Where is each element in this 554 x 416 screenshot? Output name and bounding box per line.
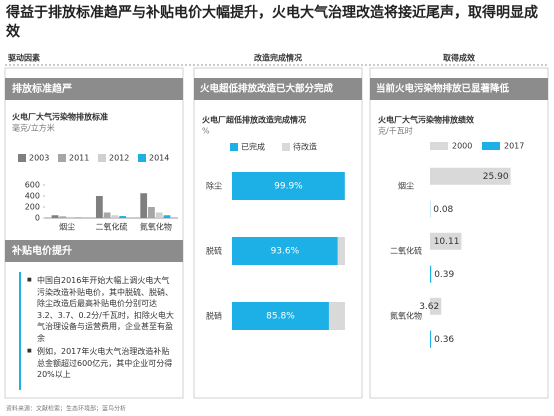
legend-swatch <box>482 142 500 150</box>
legend-label: 2017 <box>504 142 524 151</box>
bar <box>155 212 163 218</box>
category-label: 烟尘 <box>398 181 414 191</box>
legend-label: 2003 <box>29 154 49 163</box>
title: 得益于排放标准趋严与补贴电价大幅提升，火电大气治理改造将接近尾声，取得明显成效 <box>6 5 538 40</box>
x-tick-label: 氮氧化物 <box>140 222 172 232</box>
x-tick-label: 二氧化硫 <box>96 222 128 232</box>
chart-unit: 毫克/立方米 <box>12 123 55 133</box>
legend-swatch <box>138 154 146 162</box>
category-label: 除尘 <box>206 181 222 191</box>
value-label: 10.11 <box>434 237 460 247</box>
panel-header <box>5 78 183 100</box>
category-label: 脱硝 <box>206 311 222 321</box>
chart-title: 火电厂大气污染物排放标准 <box>12 112 108 122</box>
legend-swatch <box>430 142 448 150</box>
panel-header <box>5 240 183 262</box>
category-label: 脱硫 <box>206 246 222 256</box>
value-label: 25.90 <box>483 172 509 182</box>
value-label: 0.39 <box>434 270 454 280</box>
bar <box>430 297 442 315</box>
middle-column <box>193 67 363 399</box>
bullet: 例如，2017年火电大气治理改造补贴总金额超过600亿元，其中企业可分得20%以… <box>27 346 177 381</box>
y-tick-label: 600 <box>25 181 40 190</box>
category-label: 氮氧化物 <box>390 311 422 321</box>
bar <box>337 237 345 265</box>
panel-header <box>194 78 362 100</box>
source: 资料来源：文献检索；生态环境部；蓝鸟分析 <box>6 405 126 413</box>
bar <box>119 216 127 218</box>
bar <box>232 302 329 330</box>
bar <box>430 330 432 348</box>
panel-title: 补贴电价提升 <box>11 244 72 257</box>
bar <box>328 302 345 330</box>
bar <box>59 216 67 218</box>
bar <box>232 237 338 265</box>
bar <box>140 193 148 218</box>
bar <box>232 172 345 200</box>
legend-label: 2014 <box>149 154 169 163</box>
bar <box>163 215 171 218</box>
right-column <box>369 67 549 399</box>
legend-swatch <box>18 154 26 162</box>
legend-swatch <box>282 143 290 151</box>
value-label: 99.9% <box>274 182 303 192</box>
y-tick-label: 200 <box>25 203 40 212</box>
legend-label: 已完成 <box>241 142 265 152</box>
bar <box>148 207 155 218</box>
bar <box>430 232 462 250</box>
column-header: 改造完成情况 <box>254 53 302 63</box>
legend-label: 2011 <box>69 154 89 163</box>
bar <box>430 265 432 283</box>
panel-title: 火电超低排放改造已大部分完成 <box>200 83 334 95</box>
legend-swatch <box>98 154 106 162</box>
value-label: 93.6% <box>271 247 300 257</box>
legend-label: 2012 <box>109 154 129 163</box>
bar <box>95 196 103 218</box>
chart-unit: % <box>202 127 210 136</box>
bar <box>67 216 74 218</box>
panel-title: 当前火电污染物排放已显著降低 <box>376 83 510 95</box>
column-header: 取得成效 <box>443 53 475 63</box>
legend-label: 2000 <box>452 142 472 151</box>
bar <box>430 167 511 185</box>
left-column <box>4 67 184 399</box>
value-label: 0.08 <box>433 205 453 215</box>
chart-title: 火电厂超低排放改造完成情况 <box>202 115 306 125</box>
panel-title: 排放标准趋严 <box>12 82 72 95</box>
column-header: 驱动因素 <box>8 53 40 63</box>
legend-swatch <box>58 154 66 162</box>
bar <box>111 215 119 218</box>
category-label: 二氧化硫 <box>390 246 422 256</box>
bar <box>51 215 59 218</box>
y-tick-label: 400 <box>25 192 40 201</box>
legend-swatch <box>230 143 238 151</box>
y-tick-label: 0 <box>35 214 40 223</box>
panel-header <box>370 78 548 100</box>
value-label: 85.8% <box>266 312 295 322</box>
chart-unit: 克/千瓦时 <box>378 126 413 136</box>
chart-title: 火电厂大气污染物排放绩效 <box>378 115 474 125</box>
value-label: 3.62 <box>419 302 439 312</box>
bar <box>74 217 82 218</box>
value-label: 0.36 <box>434 335 454 345</box>
bar <box>103 212 111 218</box>
bullet: 中国自2016年开始大幅上调火电大气污染改造补贴电价，其中脱硫、脱硝、除尘改造后… <box>27 275 177 344</box>
x-tick-label: 烟尘 <box>59 222 75 232</box>
legend-label: 待改造 <box>293 142 317 152</box>
